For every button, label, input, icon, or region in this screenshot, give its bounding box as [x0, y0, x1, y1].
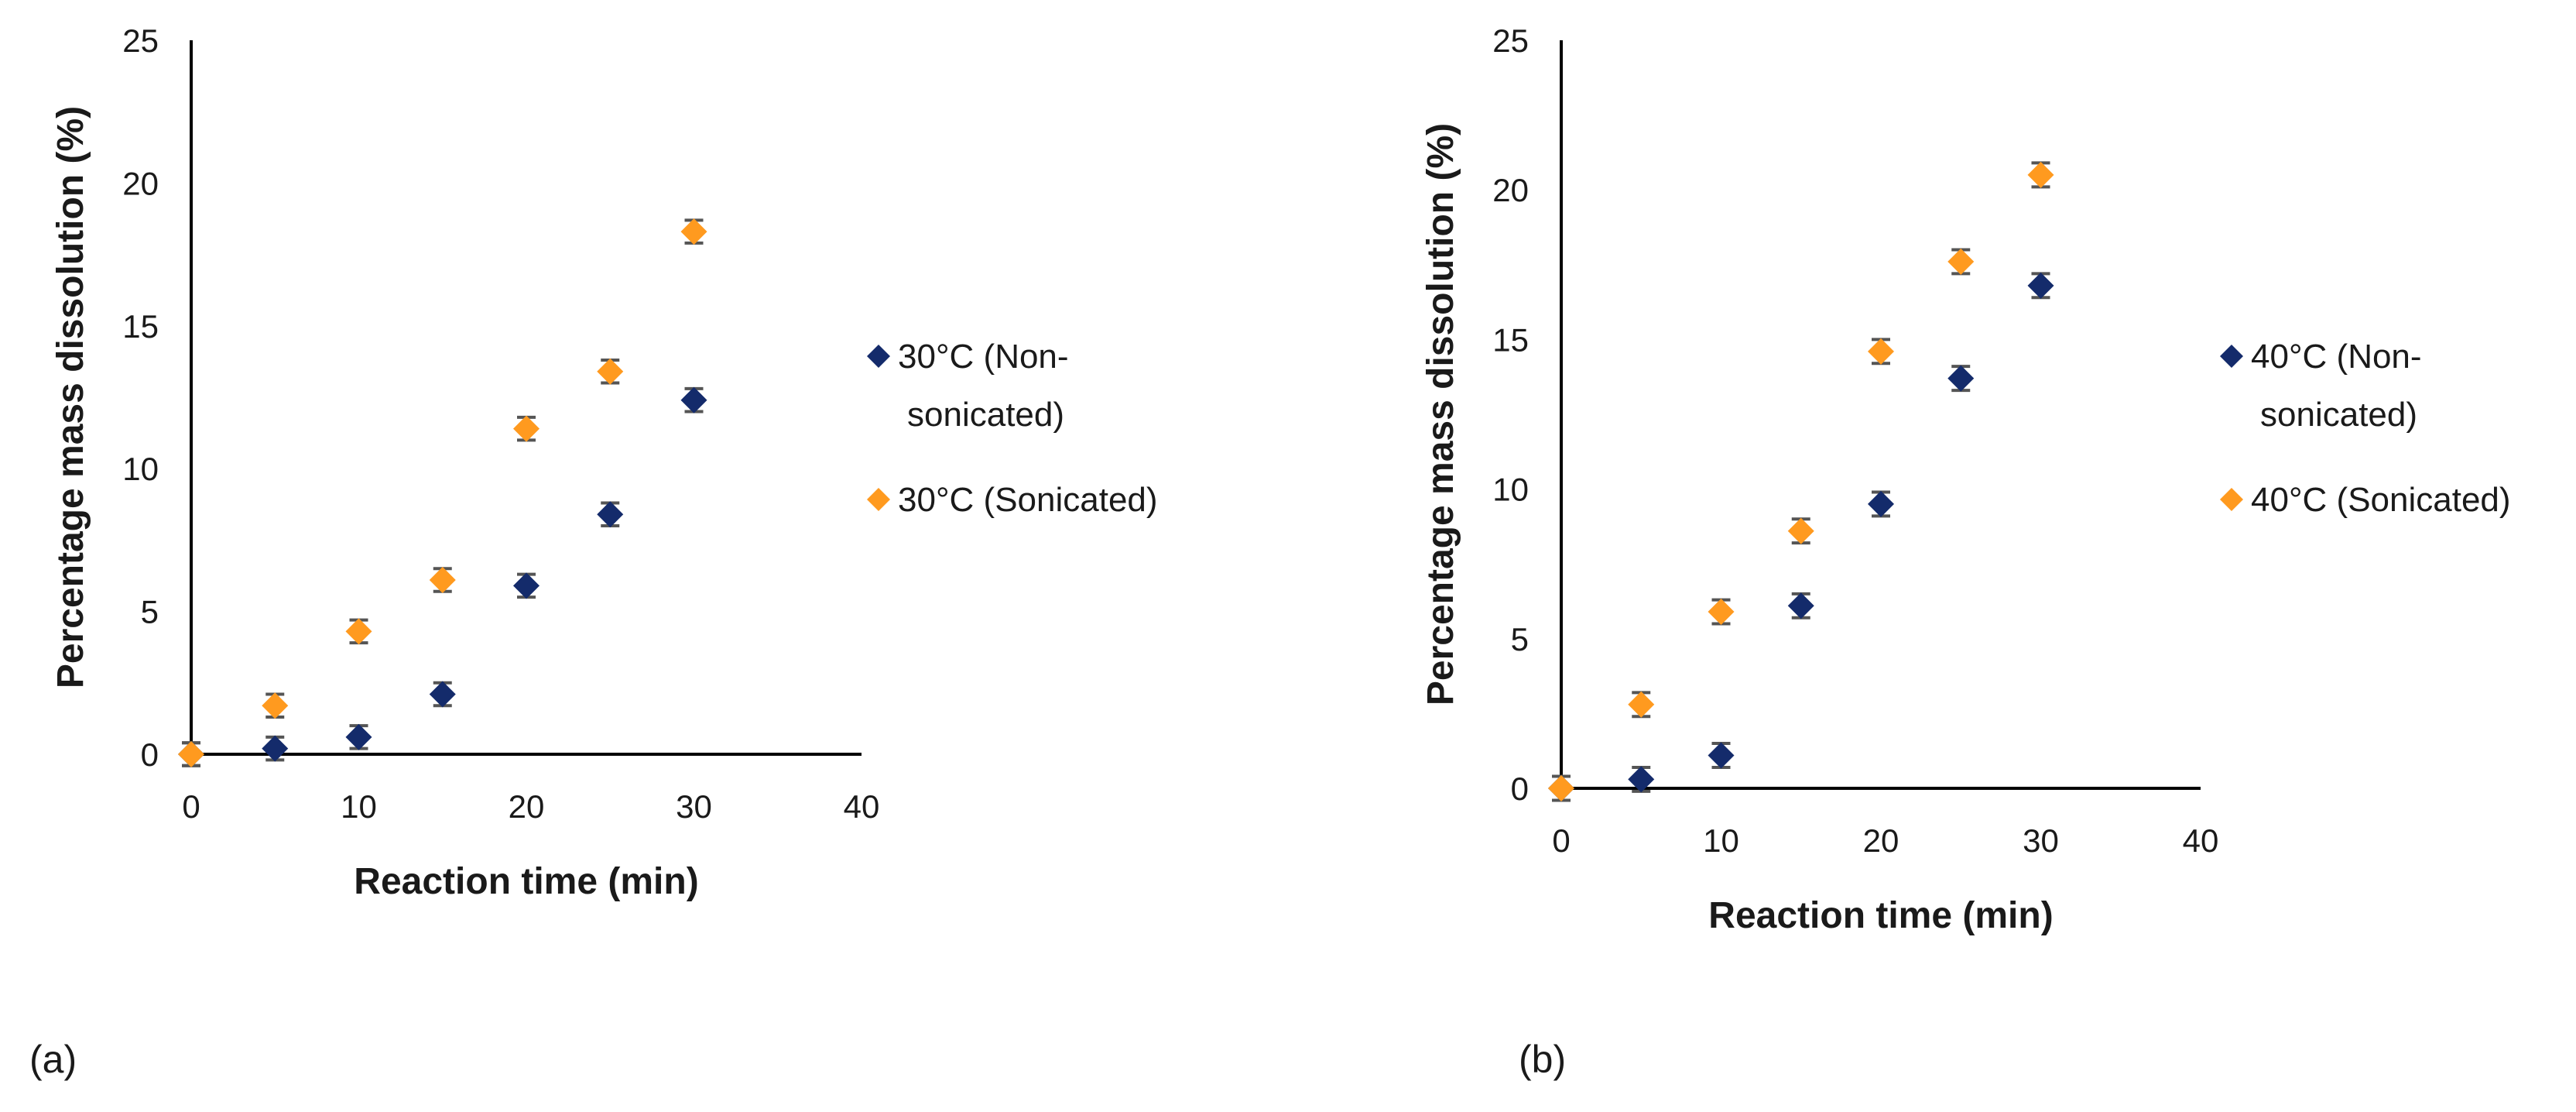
panel-label: (a): [29, 1038, 77, 1081]
data-point-non-sonicated: [1947, 365, 1975, 392]
legend-label: 40°C (Non-: [2251, 338, 2422, 376]
y-tick-label: 15: [1492, 321, 1529, 358]
legend-marker: [2220, 488, 2243, 511]
y-tick-label: 0: [141, 736, 159, 773]
data-point-sonicated: [680, 218, 707, 245]
data-point-sonicated: [1628, 691, 1655, 718]
legend-label: 30°C (Non-: [898, 338, 1069, 376]
x-tick-label: 30: [676, 788, 712, 825]
x-tick-label: 20: [509, 788, 545, 825]
data-point-non-sonicated: [513, 572, 540, 599]
data-point-sonicated: [1548, 775, 1574, 801]
data-point-non-sonicated: [1787, 592, 1814, 619]
y-tick-label: 25: [1492, 22, 1529, 59]
panel-b: 0 5 10 15 20 25 0 10 20 30 40 Reaction time (min) Pe…: [1420, 22, 2511, 1081]
data-point-non-sonicated: [345, 723, 372, 750]
data-point-sonicated: [262, 692, 289, 719]
x-tick-label: 0: [182, 788, 200, 825]
y-tick-label: 5: [1511, 621, 1529, 657]
data-point-non-sonicated: [262, 735, 289, 762]
data-point-sonicated: [345, 618, 372, 645]
x-axis-title: Reaction time (min): [354, 861, 698, 902]
x-axis-title: Reaction time (min): [1708, 895, 2053, 936]
panel-label: (b): [1519, 1038, 1566, 1081]
data-point-non-sonicated: [680, 386, 707, 414]
y-axis-title: Percentage mass dissolution (%): [1420, 123, 1461, 705]
x-tick-label: 30: [2023, 822, 2059, 859]
data-point-non-sonicated: [2027, 272, 2054, 299]
data-point-sonicated: [597, 358, 624, 385]
legend-label: sonicated): [907, 396, 1064, 434]
data-point-non-sonicated: [1868, 490, 1894, 517]
legend-marker: [867, 488, 890, 511]
data-point-sonicated: [1868, 338, 1894, 365]
y-tick-label: 5: [141, 594, 159, 630]
data-point-sonicated: [2027, 161, 2054, 188]
y-tick-label: 20: [1492, 172, 1529, 208]
y-tick-label: 20: [122, 165, 159, 201]
x-tick-label: 40: [2183, 822, 2219, 859]
data-point-non-sonicated: [429, 681, 456, 708]
y-tick-label: 0: [1511, 771, 1529, 807]
data-point-sonicated: [1708, 599, 1735, 626]
data-point-non-sonicated: [1708, 742, 1735, 769]
data-point-sonicated: [178, 741, 204, 767]
y-tick-label: 15: [122, 308, 159, 345]
y-tick-label: 10: [1492, 472, 1529, 508]
data-point-sonicated: [1947, 248, 1975, 275]
data-point-non-sonicated: [597, 501, 624, 528]
x-tick-label: 10: [1703, 822, 1739, 859]
panel-a: 0 5 10 15 20 25 0 10 20 30 40 Reaction time (min) Pe…: [29, 22, 1158, 1081]
legend-label: 30°C (Sonicated): [898, 481, 1158, 519]
data-point-sonicated: [513, 415, 540, 442]
legend-label: 40°C (Sonicated): [2251, 481, 2511, 519]
y-axis-title: Percentage mass dissolution (%): [50, 106, 91, 688]
legend-marker: [2220, 345, 2243, 368]
legend-marker: [867, 345, 890, 368]
legend-label: sonicated): [2260, 396, 2417, 434]
x-tick-label: 20: [1863, 822, 1899, 859]
data-point-sonicated: [429, 567, 456, 594]
y-tick-label: 25: [122, 22, 159, 59]
data-point-sonicated: [1787, 517, 1814, 544]
data-point-non-sonicated: [1628, 766, 1655, 793]
x-tick-label: 40: [844, 788, 880, 825]
y-tick-label: 10: [122, 451, 159, 487]
x-tick-label: 10: [341, 788, 377, 825]
x-tick-label: 0: [1552, 822, 1570, 859]
